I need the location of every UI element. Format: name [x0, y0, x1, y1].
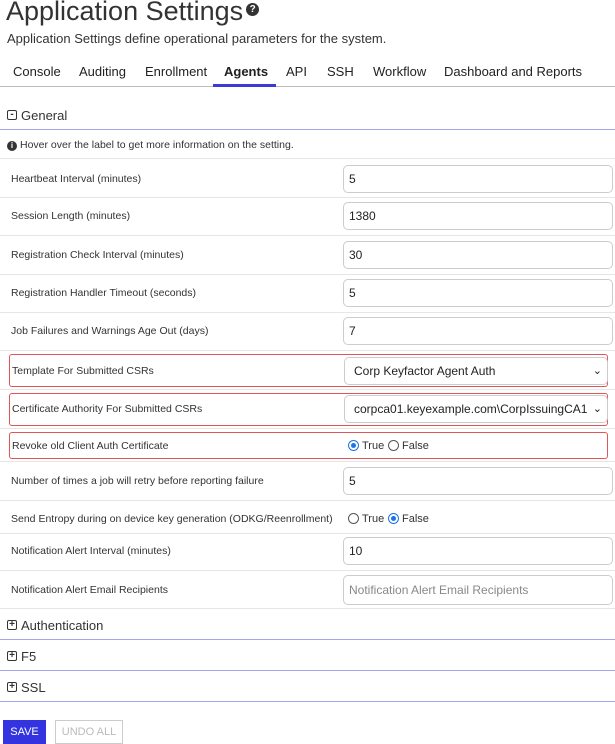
- job-failures-input[interactable]: [343, 317, 613, 345]
- radio-unchecked-icon: [348, 513, 359, 524]
- divider: [0, 197, 615, 198]
- expand-icon[interactable]: +: [7, 682, 17, 692]
- heartbeat-input[interactable]: [343, 165, 613, 193]
- notification-interval-input[interactable]: [343, 537, 613, 565]
- radio-label: False: [402, 513, 429, 525]
- entropy-true-radio[interactable]: True: [348, 513, 384, 525]
- divider: [0, 500, 615, 501]
- radio-checked-icon: [388, 513, 399, 524]
- tab-ssh[interactable]: SSH: [327, 64, 354, 79]
- setting-template: Template For Submitted CSRs Corp Keyfact…: [9, 354, 608, 387]
- divider: [0, 158, 615, 159]
- tab-api[interactable]: API: [286, 64, 307, 79]
- section-authentication-header[interactable]: + Authentication: [0, 612, 615, 640]
- tab-agents[interactable]: Agents: [224, 64, 269, 79]
- chevron-down-icon: ⌄: [592, 403, 602, 415]
- undo-all-button[interactable]: UNDO ALL: [55, 720, 123, 744]
- revoke-false-radio[interactable]: False: [388, 440, 429, 452]
- info-text: Hover over the label to get more informa…: [20, 139, 294, 151]
- tab-enrollment[interactable]: Enrollment: [145, 64, 208, 79]
- setting-label[interactable]: Session Length (minutes): [11, 210, 131, 222]
- tab-bar: Console Auditing Enrollment Agents API S…: [0, 60, 615, 87]
- divider: [0, 274, 615, 275]
- page-title: Application Settings?: [6, 0, 260, 27]
- radio-label: True: [362, 513, 385, 525]
- divider: [0, 428, 615, 429]
- setting-label[interactable]: Revoke old Client Auth Certificate: [12, 440, 169, 452]
- radio-label: False: [402, 440, 429, 452]
- session-length-input[interactable]: [343, 202, 613, 230]
- tab-console[interactable]: Console: [13, 64, 61, 79]
- setting-label[interactable]: Heartbeat Interval (minutes): [11, 173, 142, 185]
- divider: [0, 570, 615, 571]
- section-general-header[interactable]: - General: [0, 102, 615, 130]
- question-circle-icon[interactable]: ?: [246, 3, 260, 16]
- setting-ca: Certificate Authority For Submitted CSRs…: [9, 393, 608, 426]
- info-icon: i: [7, 141, 17, 151]
- divider: [0, 461, 615, 462]
- registration-handler-input[interactable]: [343, 279, 613, 307]
- retries-input[interactable]: [343, 467, 613, 495]
- setting-label[interactable]: Job Failures and Warnings Age Out (days): [11, 325, 209, 337]
- template-select[interactable]: Corp Keyfactor Agent Auth ⌄: [344, 357, 608, 385]
- divider: [0, 312, 615, 313]
- setting-label[interactable]: Notification Alert Interval (minutes): [11, 545, 171, 557]
- radio-unchecked-icon: [388, 440, 399, 451]
- setting-revoke: Revoke old Client Auth Certificate True …: [9, 432, 608, 459]
- setting-label[interactable]: Registration Handler Timeout (seconds): [11, 287, 197, 299]
- radio-checked-icon: [348, 440, 359, 451]
- ca-select[interactable]: corpca01.keyexample.com\CorpIssuingCA1 ⌄: [344, 395, 608, 423]
- section-title: F5: [21, 649, 37, 664]
- divider: [0, 235, 615, 236]
- radio-label: True: [362, 440, 385, 452]
- section-title: Authentication: [21, 618, 104, 633]
- registration-check-input[interactable]: [343, 241, 613, 269]
- tab-workflow[interactable]: Workflow: [373, 64, 427, 79]
- divider: [0, 350, 615, 351]
- tab-auditing[interactable]: Auditing: [79, 64, 126, 79]
- info-note: i Hover over the label to get more inform…: [7, 139, 294, 151]
- entropy-false-radio[interactable]: False: [388, 513, 429, 525]
- divider: [0, 389, 615, 390]
- selected-value: corpca01.keyexample.com\CorpIssuingCA1: [354, 402, 588, 416]
- setting-label[interactable]: Number of times a job will retry before …: [11, 475, 264, 487]
- active-tab-indicator: [213, 84, 276, 87]
- selected-value: Corp Keyfactor Agent Auth: [354, 364, 496, 378]
- collapse-icon[interactable]: -: [7, 110, 17, 120]
- chevron-down-icon: ⌄: [592, 365, 602, 377]
- section-f5-header[interactable]: + F5: [0, 643, 615, 671]
- save-button[interactable]: SAVE: [3, 720, 46, 744]
- expand-icon[interactable]: +: [7, 620, 17, 630]
- setting-label[interactable]: Certificate Authority For Submitted CSRs: [12, 403, 203, 415]
- setting-label[interactable]: Registration Check Interval (minutes): [11, 249, 184, 261]
- divider: [0, 608, 615, 609]
- page-title-text: Application Settings: [6, 0, 244, 26]
- tab-dashboard-and-reports[interactable]: Dashboard and Reports: [444, 64, 583, 79]
- notification-recipients-input[interactable]: [343, 575, 613, 605]
- setting-label[interactable]: Notification Alert Email Recipients: [11, 584, 168, 596]
- section-title: General: [21, 108, 68, 123]
- page-subtitle: Application Settings define operational …: [7, 31, 387, 46]
- section-title: SSL: [21, 680, 46, 695]
- revoke-true-radio[interactable]: True: [348, 440, 384, 452]
- setting-label[interactable]: Send Entropy during on device key genera…: [11, 513, 333, 525]
- setting-label[interactable]: Template For Submitted CSRs: [12, 365, 154, 377]
- expand-icon[interactable]: +: [7, 651, 17, 661]
- divider: [0, 533, 615, 534]
- section-ssl-header[interactable]: + SSL: [0, 674, 615, 702]
